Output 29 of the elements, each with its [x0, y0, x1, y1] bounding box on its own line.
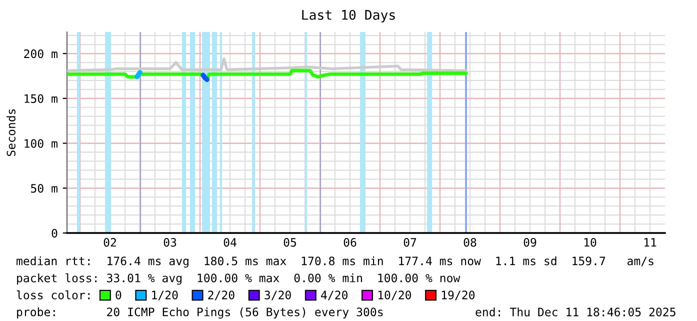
legend-label: 4/20 — [321, 290, 348, 300]
text: end: Thu Dec 11 18:46:05 2025 — [476, 307, 676, 316]
legend-label: 10/20 — [378, 290, 412, 300]
y-tick-label: 50 m — [31, 184, 58, 193]
text: probe: 20 ICMP Echo Pings (56 Bytes) every 300s — [17, 307, 383, 319]
x-tick-label: 02 — [104, 238, 116, 247]
x-tick-label: 07 — [404, 238, 416, 247]
legend-label: 1/20 — [152, 290, 178, 300]
x-tick-label: 04 — [224, 238, 236, 247]
x-tick-label: 11 — [644, 238, 656, 247]
legend-label: 3/20 — [264, 290, 291, 300]
x-tick-label: 08 — [464, 238, 476, 247]
x-tick-label: 06 — [344, 238, 356, 247]
y-tick-label: 200 m — [24, 49, 58, 58]
x-tick-label: 10 — [584, 238, 596, 247]
y-axis-title: Seconds — [6, 109, 16, 156]
legend-title: loss color: — [16, 290, 90, 300]
text: packet loss: 33.01 % avg 100.00 % max 0.00 % min 100.00 % now — [17, 273, 460, 285]
legend-label: 19/20 — [442, 290, 475, 300]
y-tick-label: 150 m — [24, 94, 58, 103]
text: median rtt: 176.4 ms avg 180.5 ms max 170.8 ms min 177.4 ms now 1.1 ms sd 159.7 am/s — [16, 256, 654, 268]
y-tick-label: 0 — [52, 228, 58, 238]
x-tick-label: 09 — [524, 238, 536, 247]
x-tick-label: 05 — [284, 238, 296, 247]
y-tick-label: 100 m — [24, 139, 58, 148]
chart-title: Last 10 Days — [302, 10, 395, 22]
legend-label: 0 — [116, 290, 122, 300]
x-tick-label: 03 — [164, 238, 176, 247]
legend-label: 2/20 — [208, 290, 234, 300]
